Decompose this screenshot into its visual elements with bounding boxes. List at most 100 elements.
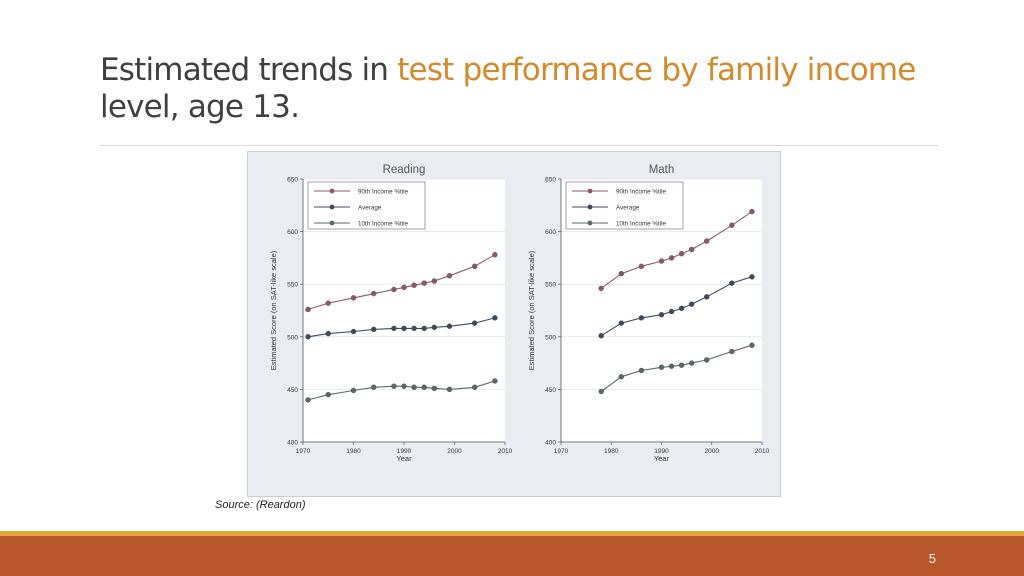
y-axis-label: Estimated Score (on SAT-like scale) <box>269 250 278 370</box>
data-point-10th-income-tile <box>350 387 357 394</box>
x-tick-label: 1990 <box>654 448 669 455</box>
data-point-average <box>411 325 417 332</box>
data-point-90th-income-tile <box>411 282 417 288</box>
y-tick-label: 550 <box>545 282 556 289</box>
y-tick-label: 550 <box>287 282 298 289</box>
data-point-10th-income-tile <box>678 362 685 368</box>
data-point-average <box>598 333 604 339</box>
data-point-average <box>305 334 311 340</box>
data-point-average <box>688 301 695 307</box>
data-point-90th-income-tile <box>446 273 453 279</box>
chart-panel-math: 400 450 500 550 600 650 1970 1980 1990 2000 2010 Ma… <box>527 164 770 463</box>
legend-marker-90th-income-tile <box>587 188 593 194</box>
chart-title: Math <box>649 164 675 176</box>
y-tick-label: 450 <box>287 387 298 394</box>
y-tick-label: 600 <box>287 229 298 236</box>
x-tick-label: 1980 <box>604 448 619 455</box>
data-point-90th-income-tile <box>421 280 427 286</box>
data-point-10th-income-tile <box>431 385 437 391</box>
data-point-average <box>391 325 397 332</box>
legend-marker-90th-income-tile <box>329 188 335 194</box>
data-point-90th-income-tile <box>618 271 624 277</box>
y-tick-label: 500 <box>545 334 556 341</box>
title-divider <box>100 145 938 146</box>
data-point-average <box>704 294 710 300</box>
data-point-90th-income-tile <box>305 306 311 313</box>
legend-label: 90th Income %tile <box>616 188 667 195</box>
data-point-average <box>492 315 498 321</box>
data-point-90th-income-tile <box>472 263 478 269</box>
data-point-average <box>668 308 675 315</box>
title-part-1: Estimated trends in <box>100 52 398 88</box>
y-tick-label: 400 <box>287 440 298 447</box>
data-point-average <box>431 324 437 330</box>
x-tick-label: 1970 <box>296 448 311 455</box>
data-point-average <box>401 325 407 332</box>
data-point-10th-income-tile <box>598 388 604 395</box>
data-point-average <box>472 320 478 326</box>
x-axis-label: Year <box>654 454 670 463</box>
legend-marker-10th-income-tile <box>329 220 335 226</box>
legend-label: Average <box>358 204 382 211</box>
data-point-average <box>729 280 735 286</box>
series-line-10th-income-tile <box>307 380 496 401</box>
legend-label: Average <box>616 204 640 211</box>
data-point-10th-income-tile <box>492 378 498 384</box>
x-tick-label: 2010 <box>498 448 513 455</box>
data-point-average <box>350 328 357 335</box>
source-note: Source: (Reardon) <box>215 499 306 511</box>
x-tick-label: 2000 <box>705 448 720 455</box>
data-point-average <box>325 330 331 337</box>
legend-marker-average <box>587 204 593 210</box>
data-point-10th-income-tile <box>704 357 710 363</box>
data-point-average <box>446 323 453 329</box>
data-point-10th-income-tile <box>371 384 377 390</box>
data-point-90th-income-tile <box>638 263 645 269</box>
data-point-average <box>618 320 624 326</box>
data-point-90th-income-tile <box>350 295 357 301</box>
legend-label: 10th Income %tile <box>616 220 667 227</box>
y-tick-label: 500 <box>287 334 298 341</box>
x-axis-label: Year <box>396 454 412 463</box>
data-point-10th-income-tile <box>411 384 417 390</box>
data-point-90th-income-tile <box>391 286 397 293</box>
data-point-average <box>638 315 645 321</box>
legend-marker-average <box>329 204 335 210</box>
data-point-10th-income-tile <box>305 397 311 403</box>
data-point-10th-income-tile <box>688 360 695 366</box>
data-point-average <box>678 305 685 312</box>
data-point-average <box>658 312 665 318</box>
data-point-90th-income-tile <box>688 246 695 253</box>
data-point-90th-income-tile <box>729 222 735 228</box>
footer-bar <box>0 536 1024 576</box>
data-point-10th-income-tile <box>618 374 624 380</box>
y-tick-label: 450 <box>545 387 556 394</box>
x-tick-label: 2000 <box>447 448 462 455</box>
data-point-10th-income-tile <box>421 384 427 390</box>
data-point-10th-income-tile <box>729 348 735 355</box>
title-accent: test performance by family income <box>397 52 916 88</box>
data-point-average <box>371 326 377 333</box>
x-tick-label: 1980 <box>346 448 361 455</box>
data-point-90th-income-tile <box>678 251 685 257</box>
legend-box <box>307 181 426 230</box>
legend-label: 90th Income %tile <box>358 188 409 195</box>
data-point-90th-income-tile <box>668 255 675 261</box>
legend-label: 10th Income %tile <box>358 220 409 227</box>
data-point-10th-income-tile <box>472 384 478 390</box>
data-point-10th-income-tile <box>658 364 665 370</box>
chart-panel-reading: 400 450 500 550 600 650 1970 1980 1990 2000 2010 Re… <box>269 164 513 463</box>
legend-marker-10th-income-tile <box>587 220 593 226</box>
data-point-90th-income-tile <box>371 291 377 297</box>
data-point-90th-income-tile <box>325 300 331 306</box>
y-tick-label: 650 <box>545 177 556 184</box>
series-line-average <box>307 317 496 338</box>
data-point-90th-income-tile <box>704 238 710 244</box>
data-point-10th-income-tile <box>391 383 397 389</box>
data-point-average <box>421 325 427 332</box>
y-axis-label: Estimated Score (on SAT-like scale) <box>527 250 536 370</box>
y-tick-label: 600 <box>545 229 556 236</box>
series-line-90th-income-tile <box>600 211 753 289</box>
data-point-10th-income-tile <box>446 386 453 393</box>
data-point-10th-income-tile <box>401 383 407 389</box>
